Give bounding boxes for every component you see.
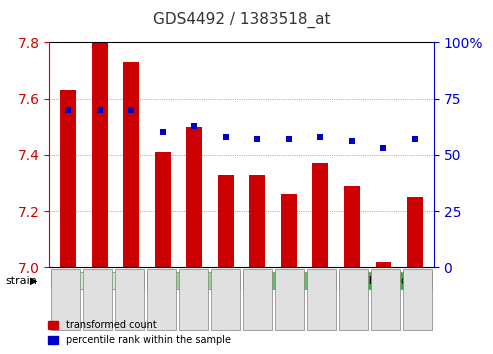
- Bar: [218, 175, 234, 267]
- Bar: [186, 127, 202, 267]
- FancyBboxPatch shape: [403, 269, 432, 330]
- FancyBboxPatch shape: [179, 269, 208, 330]
- FancyBboxPatch shape: [307, 269, 336, 330]
- FancyBboxPatch shape: [371, 269, 400, 330]
- FancyBboxPatch shape: [83, 269, 112, 330]
- Legend: transformed count, percentile rank within the sample: transformed count, percentile rank withi…: [44, 316, 235, 349]
- FancyBboxPatch shape: [243, 269, 272, 330]
- Text: PCK: PCK: [86, 275, 108, 286]
- FancyBboxPatch shape: [115, 269, 144, 330]
- Text: FHH.Pkhd1: FHH.Pkhd1: [355, 275, 416, 286]
- Text: strain: strain: [5, 275, 37, 286]
- Bar: [60, 90, 76, 267]
- Bar: [249, 175, 265, 267]
- Text: ▶: ▶: [30, 275, 37, 286]
- FancyBboxPatch shape: [243, 272, 336, 289]
- FancyBboxPatch shape: [339, 272, 432, 289]
- Text: FHH: FHH: [278, 275, 301, 286]
- Bar: [313, 163, 328, 267]
- FancyBboxPatch shape: [211, 269, 240, 330]
- FancyBboxPatch shape: [147, 269, 176, 330]
- FancyBboxPatch shape: [275, 269, 304, 330]
- Bar: [123, 62, 139, 267]
- Text: SD: SD: [186, 275, 201, 286]
- Text: GDS4492 / 1383518_at: GDS4492 / 1383518_at: [153, 12, 330, 28]
- FancyBboxPatch shape: [147, 272, 240, 289]
- Bar: [376, 262, 391, 267]
- FancyBboxPatch shape: [51, 269, 80, 330]
- Bar: [344, 186, 360, 267]
- Bar: [407, 197, 423, 267]
- Bar: [155, 152, 171, 267]
- FancyBboxPatch shape: [339, 269, 368, 330]
- FancyBboxPatch shape: [51, 272, 144, 289]
- Bar: [92, 42, 107, 267]
- Bar: [281, 194, 297, 267]
